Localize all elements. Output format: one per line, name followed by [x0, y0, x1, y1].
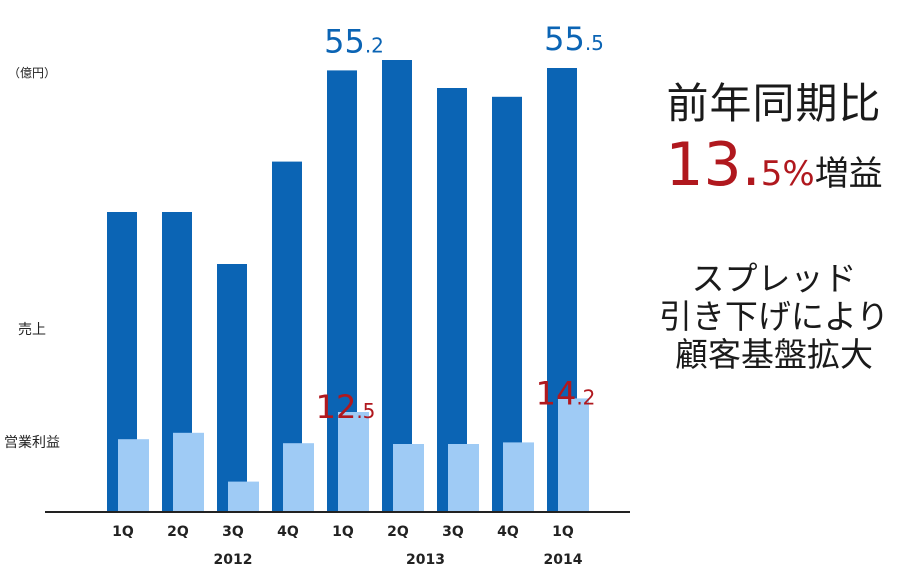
unit-label: （億円）	[8, 66, 56, 80]
year-label: 2012	[214, 552, 253, 568]
profit-bar	[118, 439, 149, 512]
profit-bar	[448, 444, 479, 512]
series-label-profit: 営業利益	[4, 435, 60, 451]
x-tick-label: 1Q	[332, 524, 354, 540]
year-label: 2014	[544, 552, 583, 568]
sales-bar	[382, 60, 412, 512]
sales-bar	[217, 264, 247, 512]
sales-bar	[437, 88, 467, 512]
profit-bar	[393, 444, 424, 512]
x-tick-label: 3Q	[222, 524, 244, 540]
x-tick-label: 1Q	[552, 524, 574, 540]
yoy-headline: 前年同期比	[666, 79, 882, 128]
note-line-2: 引き下げにより	[658, 297, 890, 336]
growth-word: 増益	[814, 154, 883, 194]
growth-number: 13.	[665, 130, 761, 200]
x-tick-label: 2Q	[387, 524, 409, 540]
profit-bar	[283, 443, 314, 512]
profit-value-label: 14.2	[536, 374, 596, 412]
x-tick-label: 1Q	[112, 524, 134, 540]
profit-bar	[173, 432, 204, 512]
series-label-sales: 売上	[18, 322, 46, 338]
profit-bar	[503, 442, 534, 512]
x-tick-label: 2Q	[167, 524, 189, 540]
note-line-1: スプレッド	[691, 259, 857, 298]
x-tick-label: 4Q	[497, 524, 519, 540]
x-tick-label: 3Q	[442, 524, 464, 540]
x-tick-label: 4Q	[277, 524, 299, 540]
bar-chart: 1Q 2Q 3Q 4Q 1Q 2Q 3Q 4Q 1Q 2012 2013 2014 （億円） 売上営業利益…	[4, 20, 630, 568]
profit-bar	[228, 481, 259, 512]
sales-value-label: 55.2	[324, 22, 384, 60]
note-line-3: 顧客基盤拡大	[675, 335, 873, 374]
profit-bar	[558, 398, 589, 512]
profit-bar	[338, 412, 369, 512]
profit-value-label: 12.5	[316, 388, 376, 426]
sales-value-label: 55.5	[544, 20, 604, 58]
growth-rate: 13.5%増益	[630, 130, 918, 200]
growth-suffix: 5%	[760, 154, 815, 194]
year-label: 2013	[406, 552, 445, 568]
